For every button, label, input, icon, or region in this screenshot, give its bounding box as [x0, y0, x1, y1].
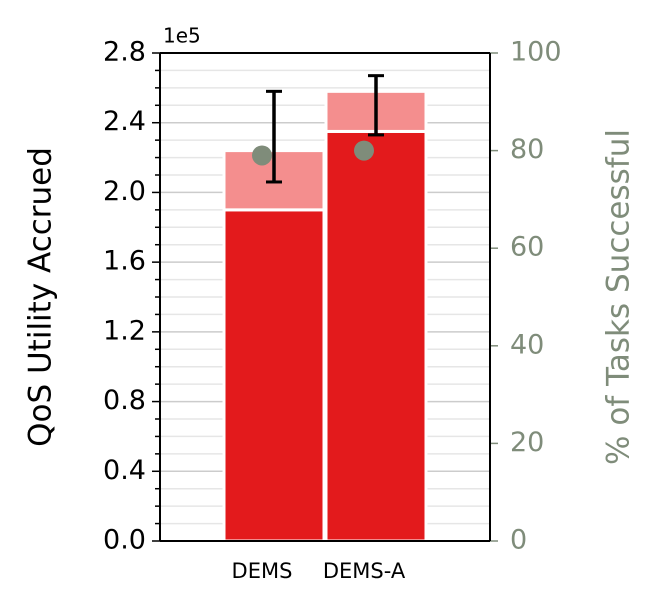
y-tick-label: 0.4 — [103, 455, 146, 486]
y-tick-label: 2.8 — [103, 37, 146, 68]
y-tick-label: 2.4 — [103, 106, 146, 137]
bar-segment — [222, 208, 326, 543]
y-tick-label: 2.0 — [103, 176, 146, 207]
x-tick-label: DEMS-A — [323, 559, 406, 583]
success-point — [354, 140, 374, 161]
y2-axis-label: % of Tasks Successful — [601, 129, 637, 465]
y2-tick-label: 80 — [510, 134, 544, 165]
y-tick-label: 0.8 — [103, 385, 146, 416]
y-tick-label: 1.2 — [103, 315, 146, 346]
y2-tick-label: 40 — [510, 329, 544, 360]
y2-tick-label: 60 — [510, 232, 544, 263]
y2-tick-label: 0 — [510, 525, 527, 556]
y-tick-label: 0.0 — [103, 525, 146, 556]
offset-label: 1e5 — [163, 24, 201, 48]
y2-tick-label: 20 — [510, 427, 544, 458]
bar-segment — [324, 129, 428, 543]
y2-tick-label: 100 — [510, 37, 562, 68]
success-point — [252, 145, 272, 166]
y-axis-label: QoS Utility Accrued — [23, 147, 59, 447]
x-tick-label: DEMS — [232, 559, 293, 583]
y-tick-label: 1.6 — [103, 246, 146, 277]
